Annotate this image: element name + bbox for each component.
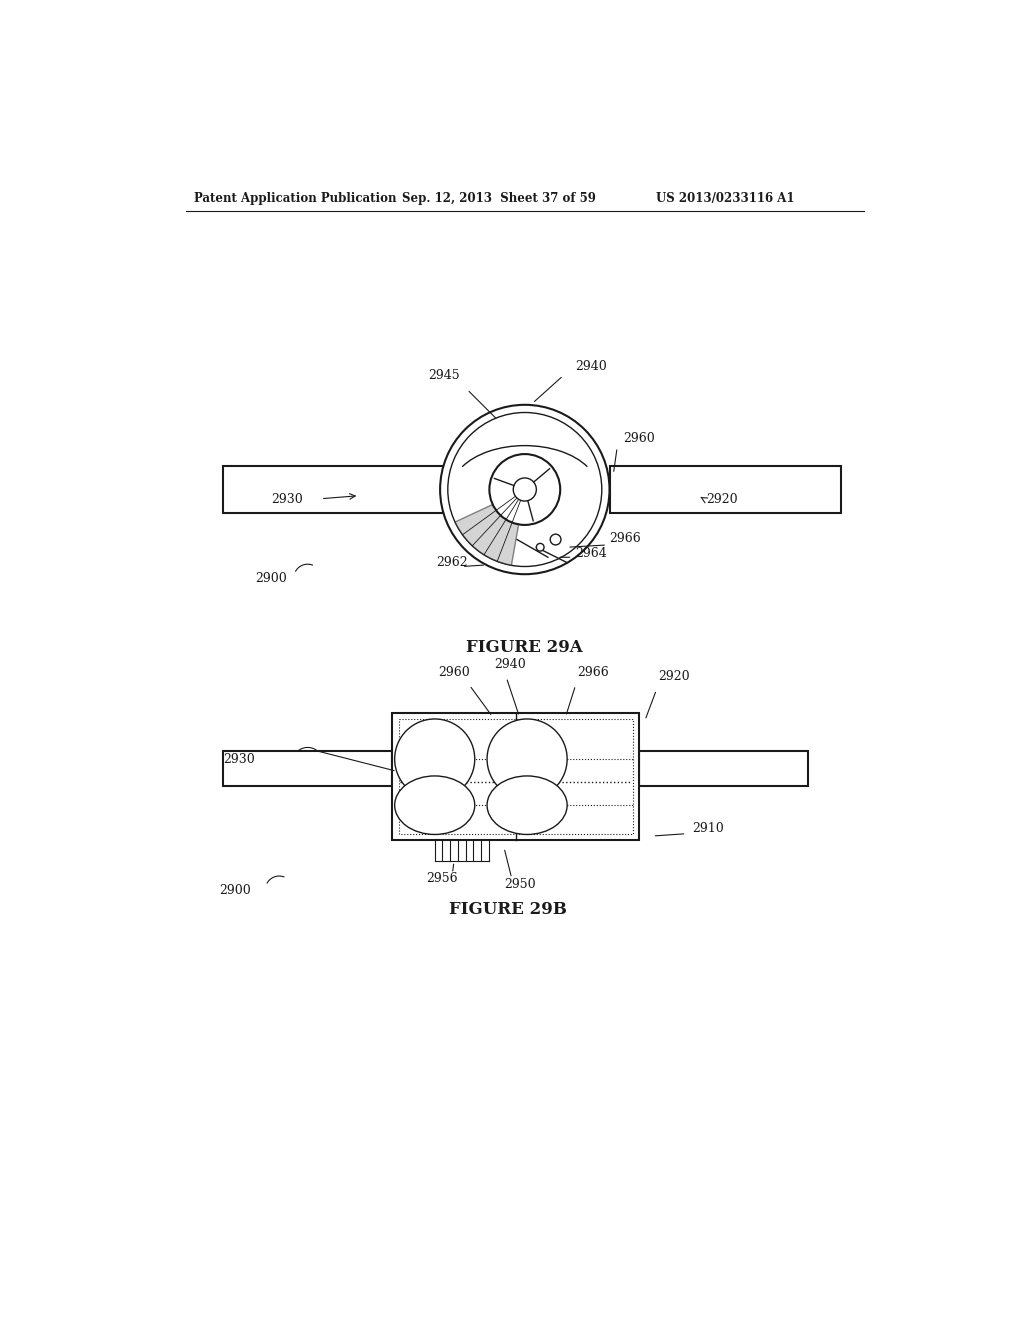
- Circle shape: [440, 405, 609, 574]
- Circle shape: [537, 544, 544, 552]
- Text: 2910: 2910: [692, 822, 724, 836]
- Text: 2930: 2930: [270, 494, 302, 507]
- Text: 2960: 2960: [438, 665, 470, 678]
- Text: 2950: 2950: [504, 878, 536, 891]
- Text: 2920: 2920: [706, 494, 737, 507]
- Text: 2940: 2940: [574, 360, 606, 374]
- Text: 2966: 2966: [578, 665, 609, 678]
- Bar: [398, 719, 633, 834]
- Circle shape: [513, 478, 537, 502]
- Text: 2920: 2920: [658, 671, 689, 684]
- Text: FIGURE 29B: FIGURE 29B: [449, 900, 567, 917]
- Wedge shape: [455, 490, 524, 565]
- Text: FIGURE 29A: FIGURE 29A: [466, 639, 584, 656]
- Ellipse shape: [394, 719, 475, 799]
- Text: Patent Application Publication: Patent Application Publication: [194, 191, 396, 205]
- Bar: [609, 466, 841, 512]
- Ellipse shape: [394, 776, 475, 834]
- Circle shape: [489, 454, 560, 525]
- Text: 2930: 2930: [223, 752, 255, 766]
- Text: 2960: 2960: [624, 432, 655, 445]
- Bar: [639, 751, 808, 785]
- Text: US 2013/0233116 A1: US 2013/0233116 A1: [655, 191, 795, 205]
- Text: 2900: 2900: [219, 884, 251, 896]
- Bar: [223, 751, 392, 785]
- Text: 2940: 2940: [494, 659, 525, 671]
- Text: 2962: 2962: [436, 557, 468, 569]
- Text: 2900: 2900: [255, 572, 287, 585]
- Circle shape: [447, 412, 602, 566]
- Ellipse shape: [487, 719, 567, 799]
- Bar: [392, 713, 639, 840]
- Text: 2966: 2966: [609, 532, 641, 545]
- Text: 2956: 2956: [427, 873, 458, 886]
- Bar: [223, 466, 451, 512]
- Ellipse shape: [487, 776, 567, 834]
- Circle shape: [550, 535, 561, 545]
- Text: 2945: 2945: [428, 370, 460, 383]
- Text: 2964: 2964: [574, 548, 606, 560]
- Text: Sep. 12, 2013  Sheet 37 of 59: Sep. 12, 2013 Sheet 37 of 59: [401, 191, 596, 205]
